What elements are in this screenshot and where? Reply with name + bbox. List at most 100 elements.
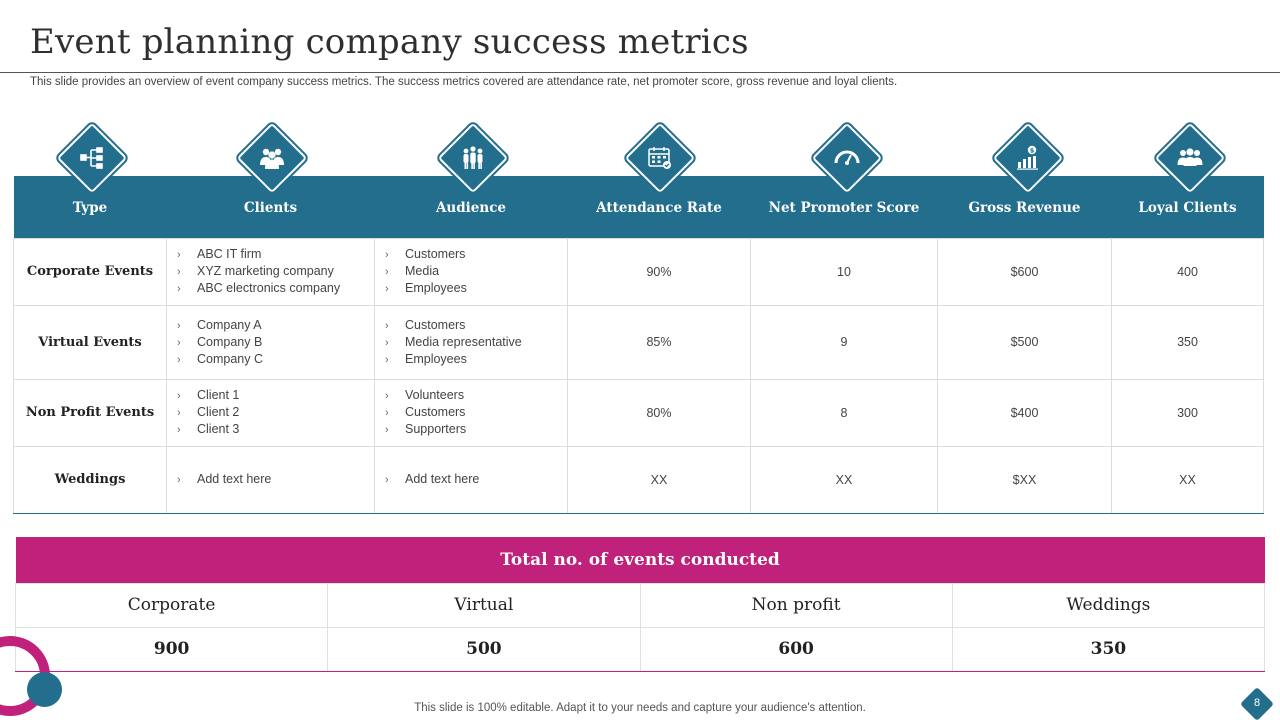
row-attendance-rate: 80%: [567, 378, 751, 447]
audience-list: › Customers › Media › Employees: [385, 246, 567, 297]
row-type: Corporate Events: [13, 237, 167, 306]
list-item: › Client 2: [177, 404, 374, 421]
clients-icon: [233, 119, 311, 197]
events-heading: Total no. of events conducted: [15, 537, 1265, 583]
decorative-dot: [27, 672, 62, 707]
events-label-non-profit: Non profit: [639, 582, 953, 628]
events-label-virtual: Virtual: [327, 582, 641, 628]
list-item-text: ABC IT firm: [197, 247, 262, 261]
clients-list: › Add text here: [177, 471, 374, 488]
list-item: › Employees: [385, 280, 567, 297]
list-item: › Customers: [385, 317, 567, 334]
list-item-text: Company C: [197, 351, 263, 366]
chevron-right-icon: ›: [385, 474, 389, 486]
chevron-right-icon: ›: [177, 283, 181, 295]
list-item: › Add text here: [385, 471, 567, 488]
svg-text:$: $: [1030, 146, 1035, 154]
list-item-text: Supporters: [405, 422, 467, 436]
chevron-right-icon: ›: [385, 424, 389, 436]
gauge-icon: [808, 119, 886, 197]
list-item-text: ABC electronics company: [197, 281, 341, 295]
row-audience-list: › Volunteers › Customers › Supporters: [374, 378, 568, 447]
audience-list: › Add text here: [385, 471, 567, 488]
events-label-row: Corporate Virtual Non profit Weddings: [14, 582, 1266, 628]
list-item-text: Employees: [405, 351, 467, 366]
chevron-right-icon: ›: [177, 336, 181, 349]
list-item-text: Customers: [405, 247, 466, 261]
list-item-text: Client 2: [197, 405, 240, 419]
row-gross-revenue: $XX: [937, 445, 1112, 514]
row-clients-list: › Add text here: [166, 445, 375, 514]
list-item-text: Company A: [197, 317, 262, 332]
row-clients-list: › Company A › Company B › Company C: [166, 304, 375, 380]
table-row: Virtual Events › Company A › Company B › Compa…: [13, 304, 1264, 380]
events-summary-table: Total no. of events conducted Corporate …: [14, 537, 1266, 672]
list-item: › Supporters: [385, 421, 567, 438]
hierarchy-icon: [53, 119, 131, 197]
clients-list: › ABC IT firm › XYZ marketing company › ABC e…: [177, 246, 374, 297]
header-net-promoter-score: Net Promoter Score: [750, 176, 938, 238]
metrics-table: Type Clients Audience Attendance Rate Ne…: [13, 176, 1264, 514]
footer-note: This slide is 100% editable. Adapt it to…: [414, 702, 866, 714]
table-row: Corporate Events › ABC IT firm › XYZ marketi…: [13, 237, 1264, 306]
list-item: › Customers: [385, 404, 567, 421]
list-item-text: Client 3: [197, 422, 240, 436]
chevron-right-icon: ›: [177, 249, 181, 261]
events-value-corporate: 900: [14, 626, 329, 672]
clients-list: › Client 1 › Client 2 › Client 3: [177, 387, 374, 438]
row-net-promoter-score: XX: [750, 445, 938, 514]
events-label-weddings: Weddings: [951, 582, 1266, 628]
row-gross-revenue: $500: [937, 304, 1112, 380]
chevron-right-icon: ›: [385, 353, 389, 366]
list-item-text: Client 1: [197, 388, 240, 402]
events-label-corporate: Corporate: [14, 582, 329, 628]
chevron-right-icon: ›: [385, 319, 389, 332]
table-row: Weddings › Add text here › Add text here XX XX…: [13, 445, 1264, 514]
page-subtitle: This slide provides an overview of event…: [30, 76, 898, 88]
chevron-right-icon: ›: [177, 407, 181, 419]
row-loyal-clients: 350: [1111, 304, 1264, 380]
list-item: › XYZ marketing company: [177, 263, 374, 280]
chevron-right-icon: ›: [177, 353, 181, 366]
chevron-right-icon: ›: [177, 319, 181, 332]
list-item: › Add text here: [177, 471, 374, 488]
row-net-promoter-score: 9: [750, 304, 938, 380]
row-audience-list: › Customers › Media › Employees: [374, 237, 568, 306]
list-item: › Company B: [177, 334, 374, 351]
table-row: Non Profit Events › Client 1 › Client 2 › Clie…: [13, 378, 1264, 447]
list-item: › ABC IT firm: [177, 246, 374, 263]
list-item-text: Media representative: [405, 334, 522, 349]
page-title: Event planning company success metrics: [30, 22, 749, 62]
list-item: › Employees: [385, 351, 567, 368]
chevron-right-icon: ›: [385, 390, 389, 402]
row-type: Virtual Events: [13, 304, 167, 380]
header-attendance-rate: Attendance Rate: [567, 176, 751, 238]
list-item: › Client 1: [177, 387, 374, 404]
list-item-text: Company B: [197, 334, 263, 349]
list-item: › Customers: [385, 246, 567, 263]
list-item-text: Volunteers: [405, 388, 465, 402]
row-gross-revenue: $600: [937, 237, 1112, 306]
row-loyal-clients: 400: [1111, 237, 1264, 306]
list-item-text: Add text here: [405, 472, 480, 486]
group-icon: [1151, 119, 1229, 197]
audience-list: › Volunteers › Customers › Supporters: [385, 387, 567, 438]
list-item: › Client 3: [177, 421, 374, 438]
revenue-chart-icon: $: [989, 119, 1067, 197]
chevron-right-icon: ›: [385, 249, 389, 261]
events-value-row: 900 500 600 350: [14, 626, 1266, 672]
chevron-right-icon: ›: [385, 336, 389, 349]
row-clients-list: › Client 1 › Client 2 › Client 3: [166, 378, 375, 447]
row-net-promoter-score: 10: [750, 237, 938, 306]
list-item: › Media representative: [385, 334, 567, 351]
chevron-right-icon: ›: [385, 283, 389, 295]
list-item: › Company A: [177, 317, 374, 334]
list-item-text: Add text here: [197, 472, 272, 486]
row-attendance-rate: 90%: [567, 237, 751, 306]
row-audience-list: › Add text here: [374, 445, 568, 514]
title-divider: [0, 72, 1280, 73]
page-number: 8: [1253, 697, 1261, 709]
header-audience: Audience: [374, 176, 568, 238]
list-item: › Company C: [177, 351, 374, 368]
list-item: › ABC electronics company: [177, 280, 374, 297]
